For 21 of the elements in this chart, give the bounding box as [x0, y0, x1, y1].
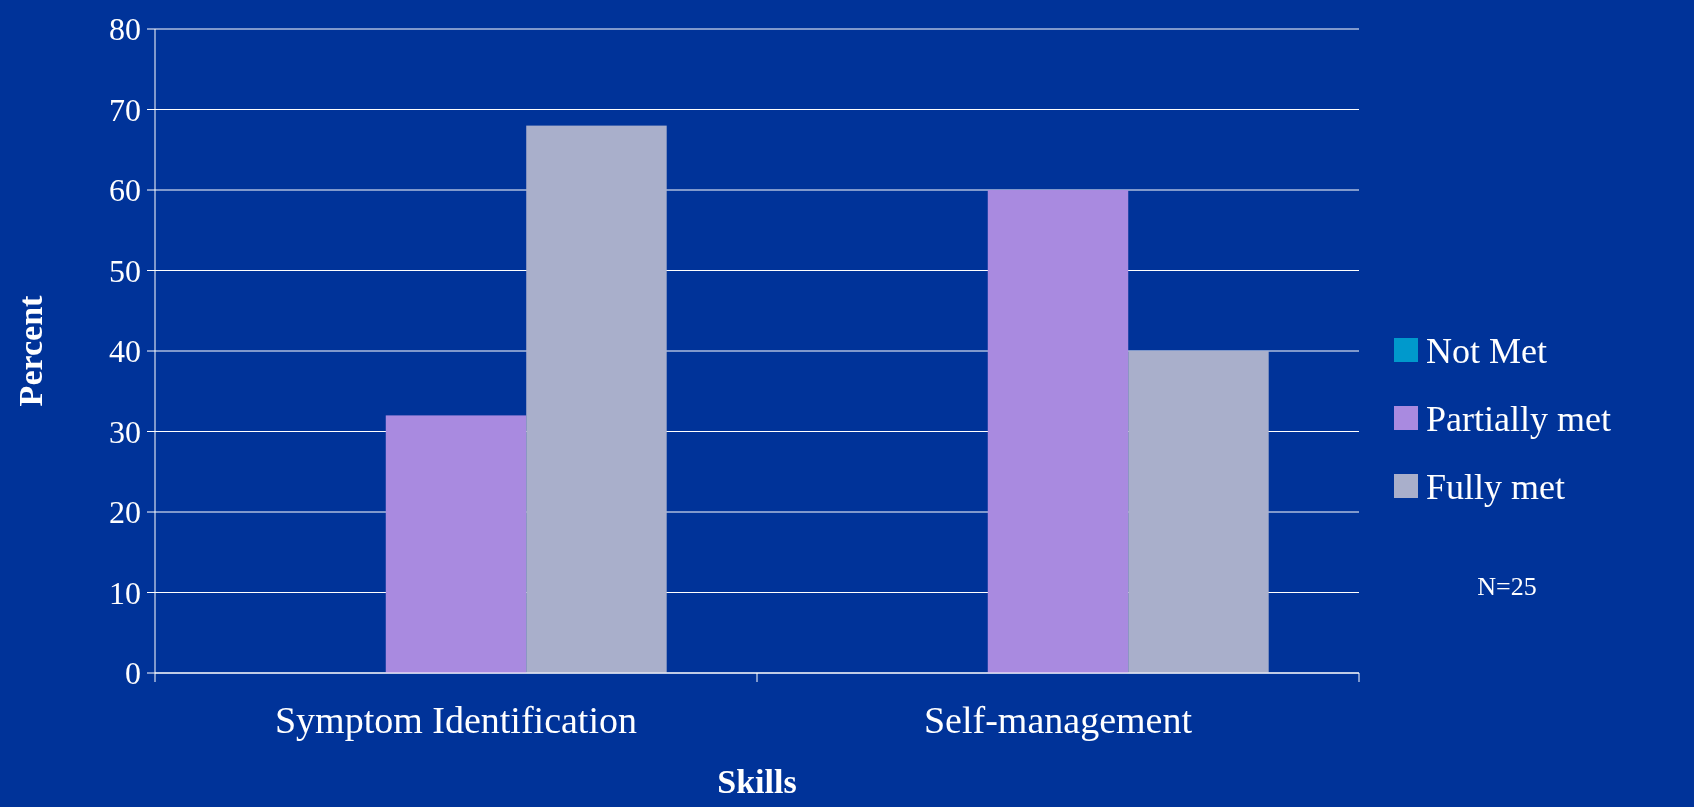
legend-label: Fully met: [1426, 466, 1566, 507]
bar: [385, 415, 527, 673]
bar: [526, 125, 667, 673]
y-axis-title: Percent: [12, 294, 49, 407]
y-tick-label: 80: [109, 11, 141, 48]
y-tick-label: 60: [109, 172, 141, 209]
text: N=25: [1477, 572, 1537, 601]
y-tick-label: 0: [125, 655, 141, 692]
x-axis-title: Skills: [717, 763, 797, 800]
y-tick-label: 50: [109, 252, 141, 289]
y-tick-label: 70: [109, 91, 141, 128]
legend-label: Partially met: [1426, 398, 1611, 439]
y-tick-label: 40: [109, 333, 141, 370]
x-tick-label: Self-management: [923, 699, 1193, 741]
y-tick-label: 20: [109, 494, 141, 531]
y-tick-label: 10: [109, 574, 141, 611]
bar: [1128, 351, 1269, 673]
bar: [987, 190, 1129, 673]
legend-label: Not Met: [1426, 330, 1547, 371]
x-tick-label: Symptom Identification: [274, 699, 638, 741]
y-tick-label: 30: [109, 413, 141, 450]
